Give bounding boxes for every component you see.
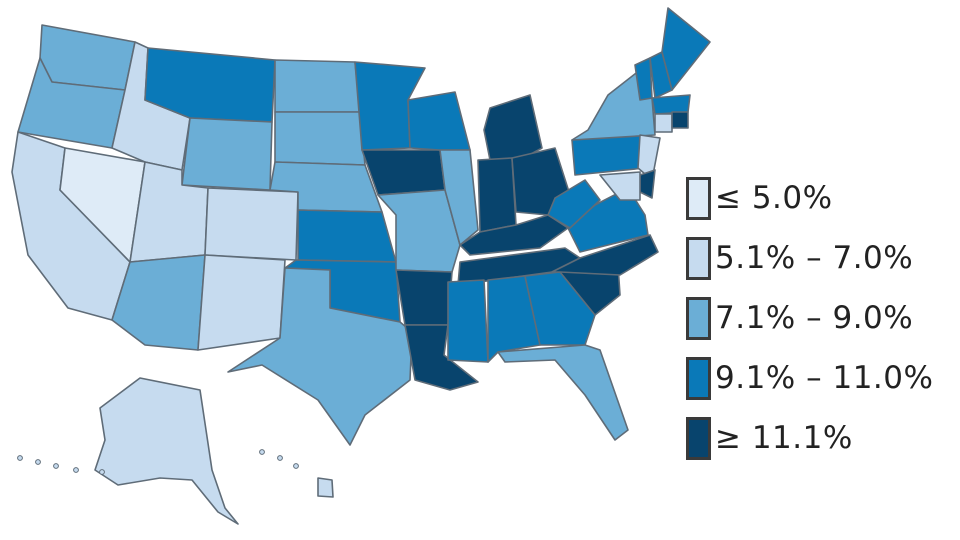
state-west-virginia: [547, 179, 601, 229]
state-florida: [497, 344, 629, 441]
state-south-dakota: [274, 111, 366, 166]
legend-label: 7.1% – 9.0%: [715, 300, 914, 336]
state-massachusetts: [651, 94, 691, 115]
state-michigan: [483, 94, 543, 161]
island-dot: [277, 455, 283, 461]
state-kansas: [297, 209, 397, 263]
legend-item: ≥ 11.1%: [686, 408, 956, 468]
state-connecticut: [654, 113, 673, 133]
island-dot: [73, 467, 79, 473]
state-arkansas: [395, 269, 453, 326]
legend-item: 7.1% – 9.0%: [686, 288, 956, 348]
state-pennsylvania: [571, 134, 646, 176]
legend-swatch: [686, 176, 711, 220]
state-arizona: [111, 254, 206, 351]
legend-swatch: [686, 296, 711, 340]
state-alabama: [487, 275, 541, 363]
state-maryland: [599, 171, 641, 201]
legend-item: ≤ 5.0%: [686, 168, 956, 228]
state-alaska: [94, 377, 239, 525]
state-new-mexico: [197, 254, 286, 351]
legend-label: 9.1% – 11.0%: [715, 360, 934, 396]
island-dot: [259, 449, 265, 455]
legend-label: ≥ 11.1%: [715, 420, 853, 456]
state-hawaii: [317, 477, 334, 498]
state-north-carolina: [551, 234, 659, 276]
legend-item: 9.1% – 11.0%: [686, 348, 956, 408]
legend-label: ≤ 5.0%: [715, 180, 833, 216]
state-colorado: [204, 187, 299, 261]
legend-swatch: [686, 356, 711, 400]
island-dot: [53, 463, 59, 469]
legend-label: 5.1% – 7.0%: [715, 240, 914, 276]
island-dot: [293, 463, 299, 469]
state-north-dakota: [274, 59, 361, 113]
state-wyoming: [181, 117, 273, 191]
legend-item: 5.1% – 7.0%: [686, 228, 956, 288]
state-iowa: [361, 149, 446, 196]
legend-swatch: [686, 416, 711, 460]
state-rhode-island: [671, 111, 689, 129]
state-wisconsin: [407, 91, 471, 151]
island-dot: [17, 455, 23, 461]
state-texas: [227, 267, 413, 446]
state-delaware: [639, 169, 656, 199]
state-washington: [39, 24, 136, 91]
island-dot: [99, 469, 105, 475]
state-mississippi: [447, 279, 489, 363]
state-maine: [661, 7, 711, 91]
state-indiana: [477, 157, 517, 233]
state-illinois: [439, 149, 479, 246]
island-dot: [35, 459, 41, 465]
legend-swatch: [686, 236, 711, 280]
map-legend: ≤ 5.0% 5.1% – 7.0% 7.1% – 9.0% 9.1% – 11…: [686, 168, 956, 468]
